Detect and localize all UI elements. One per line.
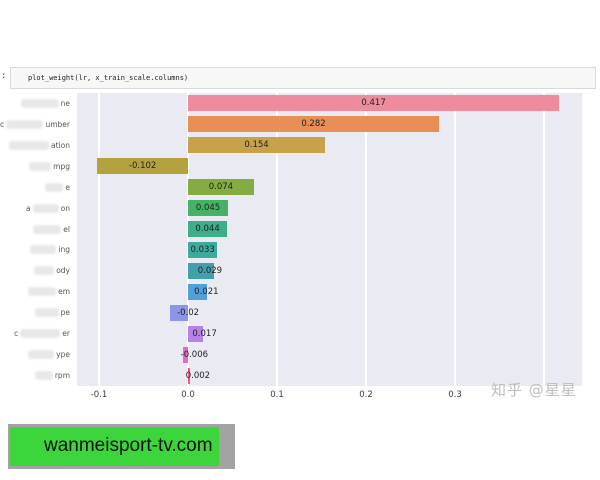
bar — [188, 283, 207, 300]
label-fragment: ype — [56, 350, 70, 360]
label-fragment: el — [63, 224, 70, 234]
bar-value-label: 0.045 — [195, 203, 221, 214]
bar — [188, 137, 326, 154]
gridline — [543, 93, 545, 386]
cell-prompt: : — [1, 71, 7, 81]
label-fragment: em — [58, 287, 70, 297]
y-axis-label-censored: ne — [0, 97, 70, 109]
label-fragment: pe — [60, 308, 70, 318]
label-fragment: umber — [45, 119, 70, 129]
x-tick-label: 0.1 — [270, 390, 284, 400]
gridline — [187, 93, 189, 386]
blur-patch — [9, 140, 50, 150]
bar — [188, 325, 204, 342]
blur-patch — [28, 287, 57, 297]
bar-value-label: -0.006 — [180, 349, 209, 360]
bar — [188, 95, 560, 112]
x-tick-label: 0.0 — [181, 390, 195, 400]
y-axis-label-censored: e — [0, 181, 70, 193]
blur-patch — [6, 119, 44, 129]
y-axis-label-censored: rpm — [0, 370, 70, 382]
blur-patch — [34, 308, 59, 318]
y-axis-label-censored: ype — [0, 349, 70, 361]
bar-value-label: 0.029 — [197, 265, 223, 276]
bar — [188, 241, 218, 258]
gridline — [365, 93, 367, 386]
bar — [188, 116, 439, 133]
label-fragment: ing — [58, 245, 70, 255]
bar-value-label: 0.021 — [194, 286, 219, 297]
bar — [188, 221, 228, 238]
bar — [188, 262, 214, 279]
blur-patch — [45, 182, 64, 192]
y-axis-label-censored: c umber — [0, 118, 70, 130]
ad-banner-link[interactable] — [10, 427, 219, 466]
label-fragment: mpg — [53, 161, 70, 171]
y-axis-label-censored: a on — [0, 202, 70, 214]
x-tick-label: 0.2 — [359, 390, 373, 400]
y-axis-label-censored: ody — [0, 265, 70, 277]
code-cell[interactable]: plot_weight(lr, x_train_scale.columns) — [10, 67, 596, 89]
label-fragment: c — [14, 329, 19, 339]
blur-patch — [34, 371, 53, 381]
y-axis-label-censored: mpg — [0, 160, 70, 172]
label-fragment: e — [65, 182, 70, 192]
bar-value-label: 0.417 — [361, 98, 386, 109]
y-axis-label-censored: c er — [0, 328, 70, 340]
blur-patch — [34, 266, 55, 276]
label-fragment: a — [26, 203, 31, 213]
bar-value-label: 0.017 — [192, 328, 217, 339]
bar — [182, 346, 188, 363]
bar-value-label: 0.282 — [301, 119, 326, 130]
code-text: plot_weight(lr, x_train_scale.columns) — [28, 74, 189, 82]
blur-patch — [20, 329, 61, 339]
label-fragment: ne — [60, 98, 70, 108]
plot-area: 0.417 0.282 0.154 -0.102 0.074 0.045 0.044 0.03… — [77, 93, 582, 386]
y-axis-label-censored: em — [0, 286, 70, 298]
label-fragment: ation — [51, 140, 70, 150]
bar-value-label: 0.002 — [185, 370, 211, 381]
bar-value-label: 0.044 — [195, 224, 220, 235]
bar-value-label: -0.02 — [177, 307, 200, 318]
y-axis-label-censored: el — [0, 223, 70, 235]
y-axis-label-censored: ation — [0, 139, 70, 151]
blur-patch — [28, 350, 55, 360]
blur-patch — [30, 245, 57, 255]
blur-patch — [32, 203, 59, 213]
bar-value-label: 0.154 — [244, 140, 269, 151]
x-tick-label: -0.1 — [90, 390, 108, 400]
blur-patch — [29, 161, 52, 171]
y-axis-label-censored: pe — [0, 307, 70, 319]
bar — [97, 158, 188, 175]
gridline — [98, 93, 100, 386]
zhihu-watermark: 知乎 @星星 — [491, 381, 577, 399]
label-fragment: er — [62, 329, 70, 339]
gridline — [276, 93, 278, 386]
x-tick-label: 0.3 — [448, 390, 462, 400]
bar — [170, 304, 188, 321]
bar — [188, 200, 229, 217]
y-axis-label-censored: ing — [0, 244, 70, 256]
bar — [188, 179, 254, 196]
bar — [188, 367, 190, 384]
label-fragment: c — [0, 119, 5, 129]
label-fragment: rpm — [54, 371, 70, 381]
bar-value-label: -0.102 — [128, 161, 157, 172]
label-fragment: ody — [56, 266, 70, 276]
bar-value-label: 0.074 — [208, 182, 234, 193]
ad-banner-text: wanmeisport-tv.com — [44, 435, 213, 456]
label-fragment: on — [60, 203, 70, 213]
bar-value-label: 0.033 — [190, 244, 215, 255]
blur-patch — [20, 98, 59, 108]
blur-patch — [33, 224, 62, 234]
gridline — [454, 93, 456, 386]
